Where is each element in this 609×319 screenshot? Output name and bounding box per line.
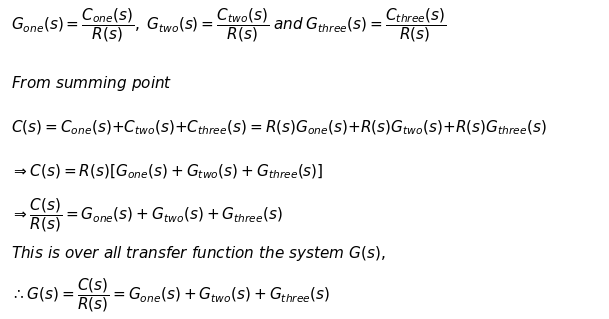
Text: $\therefore G(s) = \dfrac{C(s)}{R(s)} = G_{one}(s) + G_{two}(s) + G_{three}(s)$: $\therefore G(s) = \dfrac{C(s)}{R(s)} = … (11, 276, 330, 314)
Text: $G_{one}(s) = \dfrac{C_{one}(s)}{R(s)},\; G_{two}(s) = \dfrac{C_{two}(s)}{R(s)}\: $G_{one}(s) = \dfrac{C_{one}(s)}{R(s)},\… (11, 6, 446, 44)
Text: $\mathit{From\ summing\ point}$: $\mathit{From\ summing\ point}$ (11, 74, 172, 93)
Text: $C(s) = C_{one}(s){+}C_{two}(s){+}C_{three}(s) = R(s)G_{one}(s){+}R(s)G_{two}(s): $C(s) = C_{one}(s){+}C_{two}(s){+}C_{thr… (11, 119, 547, 137)
Text: $\Rightarrow \dfrac{C(s)}{R(s)} = G_{one}(s) + G_{two}(s) + G_{three}(s)$: $\Rightarrow \dfrac{C(s)}{R(s)} = G_{one… (11, 196, 283, 234)
Text: $\Rightarrow C(s) = R(s)\left[G_{one}(s) + G_{two}(s) + G_{three}(s)\right]$: $\Rightarrow C(s) = R(s)\left[G_{one}(s)… (11, 162, 323, 181)
Text: $\mathit{This\ is\ over\ all\ transfer\ function\ the\ system\ }G(s),$: $\mathit{This\ is\ over\ all\ transfer\ … (11, 244, 385, 263)
